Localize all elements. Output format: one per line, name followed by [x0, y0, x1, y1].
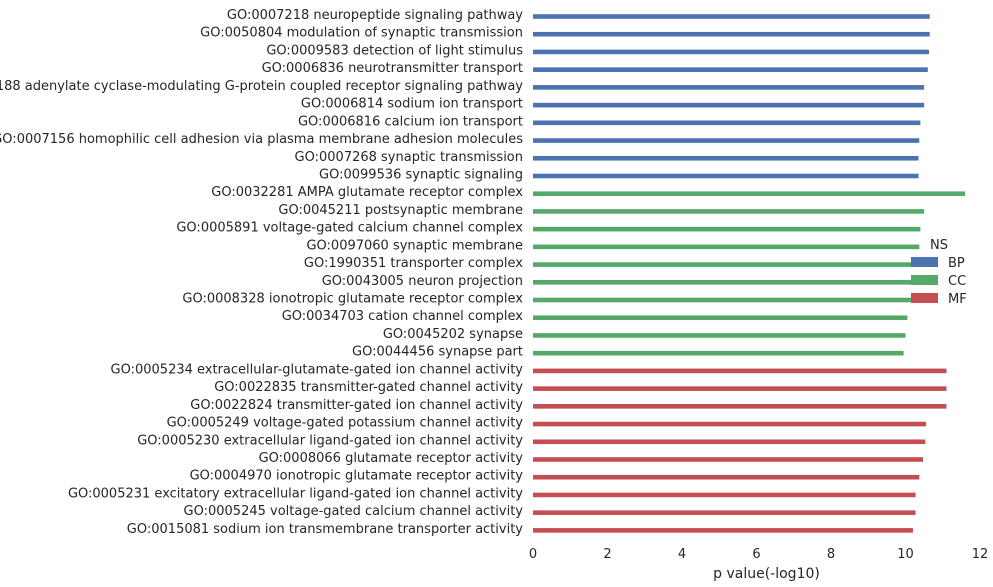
- category-label: GO:0008328 ionotropic glutamate receptor…: [182, 292, 523, 307]
- legend-swatch-bp: [911, 257, 938, 267]
- bar-mf: [533, 439, 926, 445]
- bar-bp: [533, 138, 920, 143]
- bar-cc: [533, 209, 925, 214]
- bar-mf: [533, 404, 947, 409]
- category-label: GO:0044456 synapse part: [352, 345, 523, 360]
- bar-bp: [533, 85, 925, 90]
- bar-bp: [533, 102, 925, 108]
- bar-mf: [533, 474, 920, 480]
- x-ticks-group: 0 2 4 6 8 10 12: [529, 547, 988, 562]
- bar-bp: [533, 31, 930, 37]
- legend-title: NS: [930, 238, 948, 253]
- x-tick-label: 10: [897, 547, 914, 562]
- bar-mf: [533, 457, 924, 462]
- bar-mf: [533, 510, 916, 515]
- category-label: GO:0022835 transmitter-gated channel act…: [214, 380, 523, 395]
- bar-cc: [533, 191, 966, 196]
- x-tick-label: 6: [752, 547, 760, 562]
- bar-cc: [533, 244, 920, 250]
- category-label: GO:0007156 homophilic cell adhesion via …: [0, 132, 523, 147]
- category-label: GO:0005245 voltage-gated calcium channel…: [184, 504, 524, 519]
- category-label: GO:1990351 transporter complex: [304, 256, 523, 271]
- x-tick-label: 4: [678, 547, 686, 562]
- x-tick-label: 8: [827, 547, 835, 562]
- category-label: GO:0007218 neuropeptide signaling pathwa…: [227, 8, 523, 23]
- x-tick-label: 12: [972, 547, 989, 562]
- category-label: GO:0005249 voltage-gated potassium chann…: [167, 416, 524, 431]
- category-label: GO:0045211 postsynaptic membrane: [278, 203, 523, 218]
- category-label: GO:0045202 synapse: [383, 327, 523, 342]
- legend-label-mf: MF: [948, 292, 967, 307]
- x-tick-label: 2: [603, 547, 611, 562]
- bar-mf: [533, 368, 947, 374]
- bars-group: [533, 14, 966, 533]
- category-label: GO:0050804 modulation of synaptic transm…: [200, 26, 523, 41]
- category-label: GO:0034703 cation channel complex: [282, 309, 524, 324]
- bar-cc: [533, 315, 908, 321]
- bar-bp: [533, 49, 929, 55]
- bar-mf: [533, 421, 926, 427]
- bar-cc: [533, 280, 912, 285]
- bar-bp: [533, 155, 919, 161]
- category-label: GO:0043005 neuron projection: [322, 274, 523, 289]
- legend-label-cc: CC: [948, 274, 966, 289]
- bar-bp: [533, 173, 919, 179]
- bar-bp: [533, 120, 921, 126]
- category-label: GO:0004970 ionotropic glutamate receptor…: [190, 469, 524, 484]
- category-label: GO:0006816 calcium ion transport: [298, 114, 523, 129]
- category-label: GO:0005231 excitatory extracellular liga…: [68, 486, 523, 501]
- bar-cc: [533, 262, 913, 267]
- category-label: GO:0005891 voltage-gated calcium channel…: [176, 221, 523, 236]
- category-label: GO:0008066 glutamate receptor activity: [259, 451, 524, 466]
- category-label: GO:0007268 synaptic transmission: [295, 150, 523, 165]
- category-label: GO:0099536 synaptic signaling: [319, 167, 523, 182]
- bar-cc: [533, 333, 906, 338]
- category-label: GO:0006836 neurotransmitter transport: [262, 61, 523, 76]
- bar-cc: [533, 297, 912, 303]
- category-label: GO:0005234 extracellular-glutamate-gated…: [111, 362, 524, 377]
- bar-bp: [533, 14, 930, 19]
- bar-mf: [533, 492, 916, 498]
- category-label: GO:0097060 synaptic membrane: [306, 238, 523, 253]
- category-label: GO:0005230 extracellular ligand-gated io…: [137, 433, 523, 448]
- bar-cc: [533, 350, 904, 356]
- category-label: GO:0007188 adenylate cyclase-modulating …: [0, 79, 523, 94]
- category-label: GO:0009583 detection of light stimulus: [266, 43, 523, 58]
- legend-swatch-cc: [911, 275, 938, 285]
- x-axis-title: p value(-log10): [713, 566, 820, 582]
- category-label: GO:0015081 sodium ion transmembrane tran…: [127, 522, 523, 537]
- bar-bp: [533, 67, 928, 72]
- category-label: GO:0022824 transmitter-gated ion channel…: [190, 398, 523, 413]
- legend-label-bp: BP: [948, 256, 965, 271]
- category-labels-group: GO:0007218 neuropeptide signaling pathwa…: [0, 8, 523, 537]
- bar-mf: [533, 386, 947, 391]
- category-label: GO:0006814 sodium ion transport: [301, 97, 523, 112]
- legend-swatch-mf: [911, 293, 938, 303]
- category-label: GO:0032281 AMPA glutamate receptor compl…: [211, 185, 523, 200]
- x-tick-label: 0: [529, 547, 537, 562]
- bar-mf: [533, 528, 913, 533]
- bar-cc: [533, 226, 921, 232]
